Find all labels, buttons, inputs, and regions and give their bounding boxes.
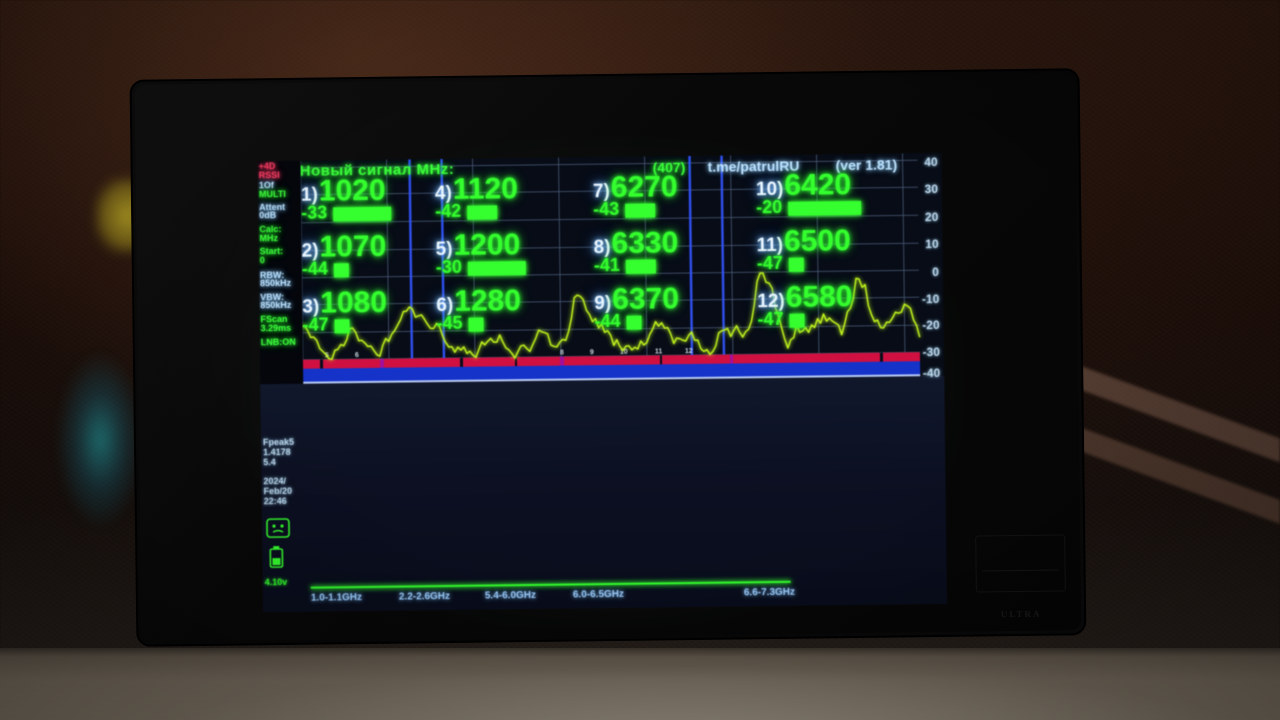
svg-text:12: 12 [685, 348, 693, 355]
svg-text:9: 9 [590, 349, 594, 356]
svg-text:6: 6 [355, 352, 359, 359]
svg-text:8: 8 [560, 350, 564, 357]
svg-text:11: 11 [655, 348, 663, 355]
